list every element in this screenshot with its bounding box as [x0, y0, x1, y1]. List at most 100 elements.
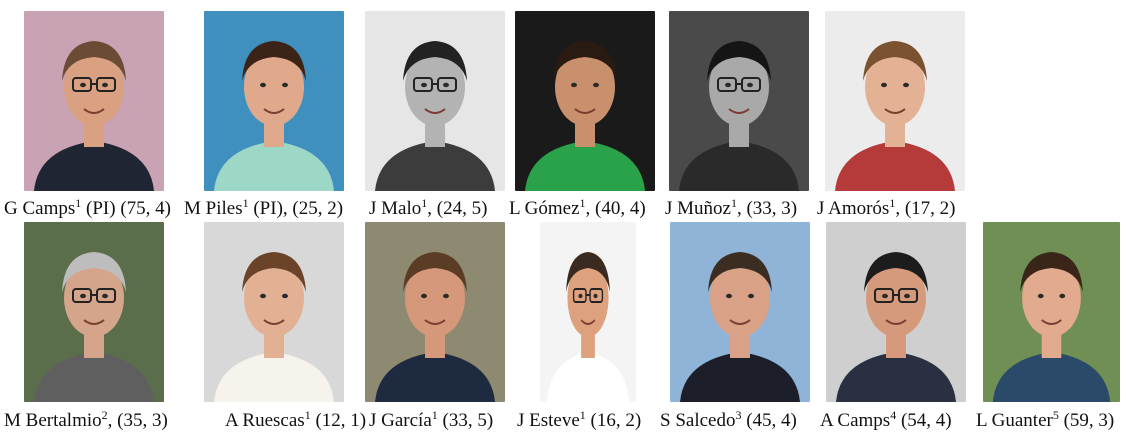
- person-metric: (45, 4): [746, 410, 797, 431]
- person-metric: (40, 4): [595, 198, 646, 219]
- person-photo: [365, 222, 505, 402]
- person-caption: L Gómez1, (40, 4): [509, 196, 646, 219]
- person-name: L Guanter: [976, 410, 1053, 431]
- affiliation-number: 2: [101, 408, 108, 422]
- affiliation-number: 1: [75, 196, 82, 210]
- right-eye: [282, 293, 288, 299]
- right-eye: [1059, 293, 1066, 299]
- person-metric: (59, 3): [1063, 410, 1115, 431]
- person-name: M Piles: [184, 198, 243, 219]
- face: [405, 48, 465, 126]
- caption-separator: ,: [736, 198, 742, 219]
- face: [866, 259, 926, 337]
- person-role: (PI): [248, 198, 283, 219]
- caption-separator: ,: [282, 198, 288, 219]
- person-metric: (25, 2): [292, 198, 344, 219]
- affiliation-number: 1: [421, 196, 428, 210]
- person-caption: S Salcedo3 (45, 4): [660, 409, 797, 431]
- hair: [62, 252, 126, 292]
- person-name: M Bertalmio: [4, 410, 102, 431]
- person-photo: [983, 222, 1120, 402]
- right-eye: [282, 82, 288, 88]
- face: [405, 259, 465, 337]
- person-caption: M Bertalmio2, (35, 3): [4, 408, 168, 431]
- person-caption: A Ruescas1 (12, 1): [225, 408, 366, 431]
- left-eye: [578, 293, 583, 299]
- neck: [425, 330, 445, 358]
- person-caption: A Camps4 (54, 4): [820, 408, 952, 431]
- affiliation-number: 1: [304, 408, 311, 422]
- affiliation-number: 1: [242, 196, 249, 210]
- hair: [242, 252, 306, 292]
- hair: [566, 252, 610, 292]
- left-eye: [260, 82, 266, 88]
- neck: [264, 330, 284, 358]
- affiliation-number: 4: [890, 408, 897, 422]
- person-name: J Muñoz: [665, 198, 731, 219]
- mouth: [729, 319, 751, 325]
- left-eye: [421, 293, 427, 299]
- affiliation-number: 1: [431, 408, 438, 422]
- neck: [886, 330, 906, 358]
- mouth: [83, 108, 105, 114]
- shoulders: [836, 352, 956, 402]
- left-eye: [881, 82, 887, 88]
- neck: [581, 330, 595, 358]
- person-name: A Ruescas: [225, 410, 305, 431]
- shoulders: [546, 352, 630, 402]
- person-caption: G Camps1 (PI) (75, 4): [4, 196, 171, 219]
- right-eye: [748, 293, 754, 299]
- mouth: [263, 108, 285, 114]
- hair: [864, 252, 928, 292]
- affiliation-number: 1: [579, 408, 586, 422]
- neck: [729, 119, 749, 147]
- mouth: [424, 108, 446, 114]
- hair: [1020, 252, 1083, 292]
- person-name: S Salcedo: [660, 410, 736, 431]
- person-caption: L Guanter5 (59, 3): [976, 409, 1115, 431]
- hair: [553, 41, 617, 81]
- right-eye: [903, 82, 909, 88]
- shoulders: [375, 352, 495, 402]
- mouth: [728, 108, 750, 114]
- person-photo: [540, 222, 636, 402]
- hair: [242, 41, 306, 81]
- shoulders: [680, 352, 800, 402]
- caption-separator: ,: [427, 198, 432, 219]
- neck: [264, 119, 284, 147]
- hair: [708, 252, 772, 292]
- neck: [885, 119, 905, 147]
- affiliation-number: 1: [579, 196, 586, 210]
- person-metric: (16, 2): [590, 410, 642, 431]
- face: [555, 48, 615, 126]
- shoulders: [992, 352, 1111, 402]
- right-eye: [443, 293, 449, 299]
- person-photo: [204, 11, 344, 191]
- left-eye: [1037, 293, 1044, 299]
- person-caption: J Esteve1 (16, 2): [517, 408, 642, 431]
- person-metric: (24, 5): [436, 198, 488, 219]
- person-caption: J Amorós1, (17, 2): [817, 197, 955, 219]
- right-eye: [102, 293, 108, 299]
- person-name: J Amorós: [817, 198, 890, 219]
- person-photo: [365, 11, 505, 191]
- person-metric: (33, 5): [442, 410, 494, 431]
- hair: [863, 41, 927, 81]
- person-name: J Malo: [369, 198, 422, 219]
- shoulders: [375, 141, 495, 191]
- right-eye: [443, 82, 449, 88]
- left-eye: [80, 293, 86, 299]
- face: [865, 48, 925, 126]
- person-caption: J Muñoz1, (33, 3): [665, 197, 798, 219]
- left-eye: [260, 293, 266, 299]
- person-caption: J Malo1, (24, 5): [369, 196, 488, 219]
- person-metric: (33, 3): [746, 198, 798, 219]
- face: [244, 48, 304, 126]
- person-photo: [204, 222, 344, 402]
- face: [567, 259, 609, 337]
- left-eye: [571, 82, 577, 88]
- caption-separator: ,: [895, 198, 901, 219]
- person-photo: [669, 11, 809, 191]
- hair: [403, 41, 467, 81]
- person-metric: (75, 4): [120, 198, 171, 219]
